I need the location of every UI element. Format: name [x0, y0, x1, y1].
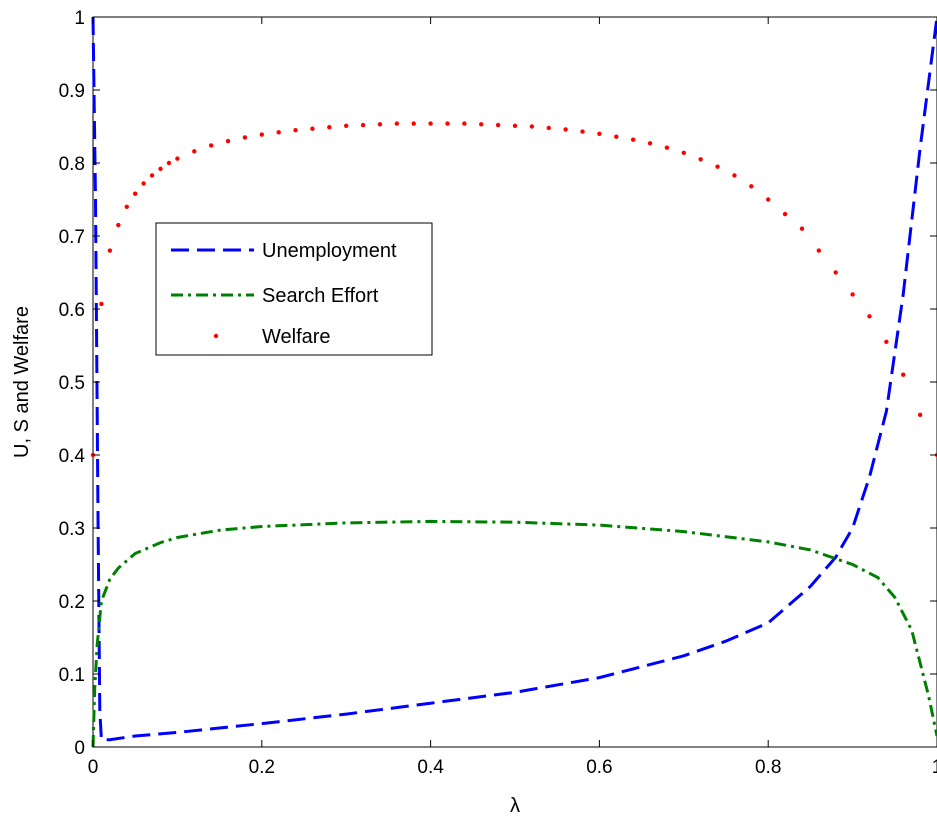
welfare-point — [116, 222, 121, 228]
x-tick-label: 0.4 — [417, 757, 444, 778]
legend-label-search-effort: Search Effort — [262, 285, 379, 307]
welfare-point — [394, 121, 400, 126]
welfare-point — [445, 121, 450, 126]
welfare-point — [597, 131, 602, 136]
legend-swatch-welfare — [213, 333, 219, 339]
legend: Unemployment Search Effort Welfare — [155, 222, 433, 356]
welfare-point — [833, 270, 838, 275]
y-tick-label: 1 — [74, 8, 85, 29]
welfare-point — [546, 125, 551, 131]
x-tick-label: 1 — [932, 757, 937, 778]
welfare-point — [698, 157, 703, 162]
welfare-point — [344, 123, 349, 128]
welfare-point — [377, 122, 383, 127]
x-axis-label: λ — [510, 795, 520, 817]
welfare-point — [715, 164, 720, 169]
welfare-point — [107, 248, 113, 253]
y-tick-label: 0.7 — [59, 227, 85, 248]
welfare-point — [99, 301, 104, 307]
welfare-point — [360, 122, 366, 128]
welfare-point — [149, 173, 155, 178]
welfare-point — [816, 248, 822, 253]
y-tick-label: 0.6 — [59, 300, 85, 321]
x-tick-label: 0 — [88, 757, 99, 778]
welfare-point — [259, 132, 264, 137]
welfare-point — [124, 204, 129, 209]
welfare-point — [563, 127, 568, 132]
welfare-point — [614, 134, 619, 139]
x-tick-label: 0.6 — [586, 757, 612, 778]
y-tick-label: 0.4 — [59, 446, 86, 467]
legend-label-welfare: Welfare — [262, 326, 331, 348]
welfare-point — [479, 122, 484, 127]
welfare-point — [293, 127, 298, 133]
welfare-point — [192, 149, 197, 154]
welfare-point — [749, 184, 754, 189]
welfare-point — [647, 141, 653, 146]
welfare-point — [208, 143, 214, 148]
welfare-point — [917, 412, 923, 418]
welfare-point — [681, 150, 686, 155]
y-tick-label: 0.9 — [59, 81, 85, 102]
y-tick-label: 0.1 — [59, 665, 85, 686]
welfare-point — [766, 197, 771, 202]
x-tick-label: 0.2 — [249, 757, 275, 778]
series-unemployment-line — [91, 16, 937, 742]
y-tick-label: 0.8 — [59, 154, 85, 175]
series-search-effort-line — [91, 519, 937, 748]
welfare-point — [799, 226, 805, 231]
series-layer — [90, 16, 937, 748]
legend-box — [155, 222, 433, 356]
welfare-point — [664, 145, 670, 150]
welfare-point — [141, 181, 146, 186]
series-welfare — [90, 121, 937, 458]
welfare-point — [310, 126, 315, 131]
welfare-point — [428, 121, 433, 126]
welfare-point — [630, 137, 636, 142]
welfare-point — [133, 191, 138, 196]
welfare-point — [732, 173, 737, 178]
welfare-point — [225, 138, 231, 144]
welfare-point — [242, 135, 248, 140]
welfare-point — [327, 125, 332, 130]
welfare-point — [175, 156, 180, 161]
welfare-point — [782, 211, 788, 217]
y-tick-label: 0 — [74, 738, 85, 759]
y-tick-label: 0.2 — [59, 592, 85, 613]
welfare-point — [462, 121, 467, 126]
welfare-point — [867, 314, 872, 319]
y-axis-label: U, S and Welfare — [11, 306, 33, 458]
welfare-point — [901, 372, 906, 377]
welfare-point — [512, 123, 518, 128]
welfare-point — [495, 122, 501, 128]
legend-label-unemployment: Unemployment — [262, 240, 397, 262]
welfare-point — [850, 292, 855, 297]
y-tick-label: 0.3 — [59, 519, 85, 540]
y-tick-label: 0.5 — [59, 373, 85, 394]
welfare-point — [166, 160, 172, 166]
welfare-point — [158, 166, 163, 172]
welfare-point — [580, 129, 585, 134]
welfare-point — [884, 339, 889, 345]
ticks-layer: 0 0.2 0.4 0.6 0.8 1 0 0.1 0.2 0.3 0.4 0.5 0.6 0.7 0.8 0… — [59, 8, 937, 778]
x-tick-label: 0.8 — [755, 757, 781, 778]
welfare-point — [276, 130, 281, 135]
plot-area — [92, 16, 937, 748]
welfare-point — [411, 121, 416, 126]
welfare-point — [529, 124, 535, 129]
